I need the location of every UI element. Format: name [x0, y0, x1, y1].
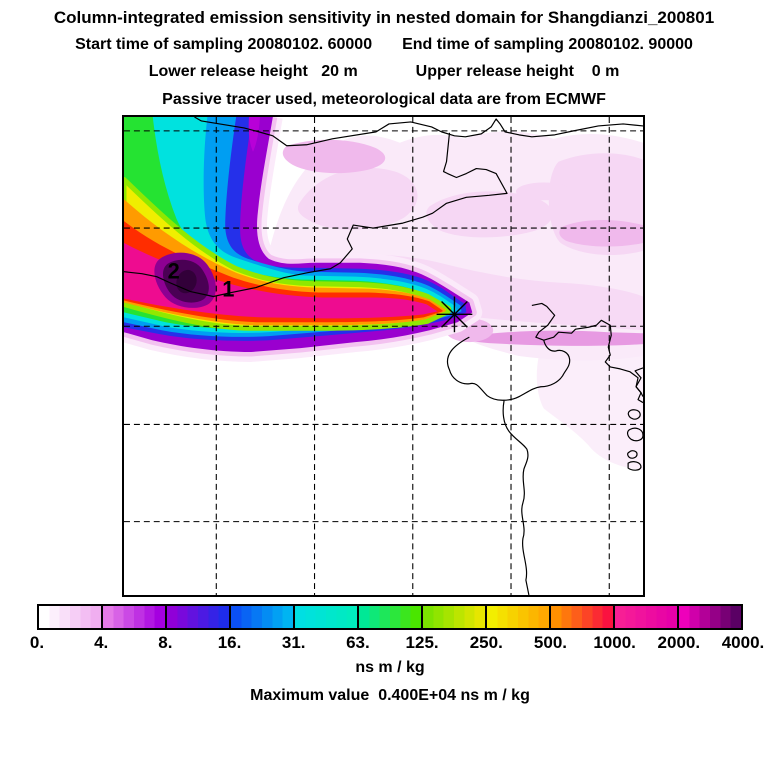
coastline-bohai-bay — [446, 336, 571, 401]
sampling-times-line: Start time of sampling 20080102. 60000 En… — [0, 36, 768, 54]
colorbar-segment-2 — [165, 606, 229, 628]
colorbar-tick-4000: 4000. — [721, 633, 765, 652]
colorbar-tick-31: 31. — [281, 633, 306, 652]
coastlines — [124, 117, 643, 595]
colorbar-tick-8: 8. — [158, 633, 173, 652]
sensitivity-map: 2 1 — [124, 117, 643, 595]
coastline-north — [194, 117, 643, 147]
page-title: Column-integrated emission sensitivity i… — [53, 8, 715, 27]
island-3 — [627, 450, 638, 459]
colorbar-tick-125: 125. — [405, 633, 439, 652]
tracer-source-line: Passive tracer used, meteorological data… — [162, 91, 606, 108]
release-heights-line: Lower release height 20 m Upper release h… — [0, 63, 768, 81]
region-label-2: 2 — [168, 259, 180, 284]
colorbar-tick-16: 16. — [217, 633, 242, 652]
colorbar-segment-8 — [549, 606, 613, 628]
end-time-label: End time of sampling 20080102. 90000 — [402, 36, 693, 53]
pink-wash-layer — [268, 131, 643, 471]
graticule — [124, 117, 643, 595]
coastline-liaodong — [531, 302, 643, 397]
lower-release-label: Lower release height 20 m — [148, 63, 358, 80]
colorbar-tick-1000: 1000. — [593, 633, 636, 652]
map-panel: 2 1 — [122, 115, 645, 597]
colorbar-units: ns m / kg — [355, 659, 425, 676]
colorbar — [37, 604, 743, 630]
top-streak — [248, 117, 260, 152]
start-time-label: Start time of sampling 20080102. 60000 — [75, 36, 373, 53]
island-2 — [627, 427, 643, 442]
plume-bands — [124, 117, 483, 362]
source-asterisk-icon — [436, 296, 473, 333]
colorbar-tick-2000: 2000. — [657, 633, 701, 652]
island-1 — [627, 409, 641, 420]
colorbar-tick-500: 500. — [533, 633, 567, 652]
colorbar-tick-0: 0. — [29, 633, 45, 652]
island-4 — [627, 461, 642, 471]
colorbar-segment-0 — [39, 606, 101, 628]
colorbar-segment-10 — [677, 606, 741, 628]
border-line — [124, 132, 508, 298]
colorbar-tick-63: 63. — [346, 633, 370, 652]
upper-release-label: Upper release height 0 m — [415, 63, 620, 80]
colorbar-segment-1 — [101, 606, 165, 628]
region-label-1: 1 — [222, 277, 234, 302]
colorbar-segment-4 — [293, 606, 357, 628]
colorbar-segment-9 — [613, 606, 677, 628]
maximum-value-label: Maximum value 0.400E+04 ns m / kg — [250, 687, 530, 704]
colorbar-segment-5 — [357, 606, 421, 628]
colorbar-tick-250: 250. — [469, 633, 503, 652]
colorbar-segment-6 — [421, 606, 485, 628]
colorbar-segment-7 — [485, 606, 549, 628]
colorbar-segment-3 — [229, 606, 293, 628]
colorbar-tick-labels: 0. 4. 8. 16. 31. 63. 125. 250. 500. 1000. 2000. 400… — [30, 633, 764, 653]
coastline-shandong — [502, 400, 530, 595]
coast-right-squiggle — [634, 367, 643, 404]
colorbar-tick-4: 4. — [94, 633, 109, 652]
